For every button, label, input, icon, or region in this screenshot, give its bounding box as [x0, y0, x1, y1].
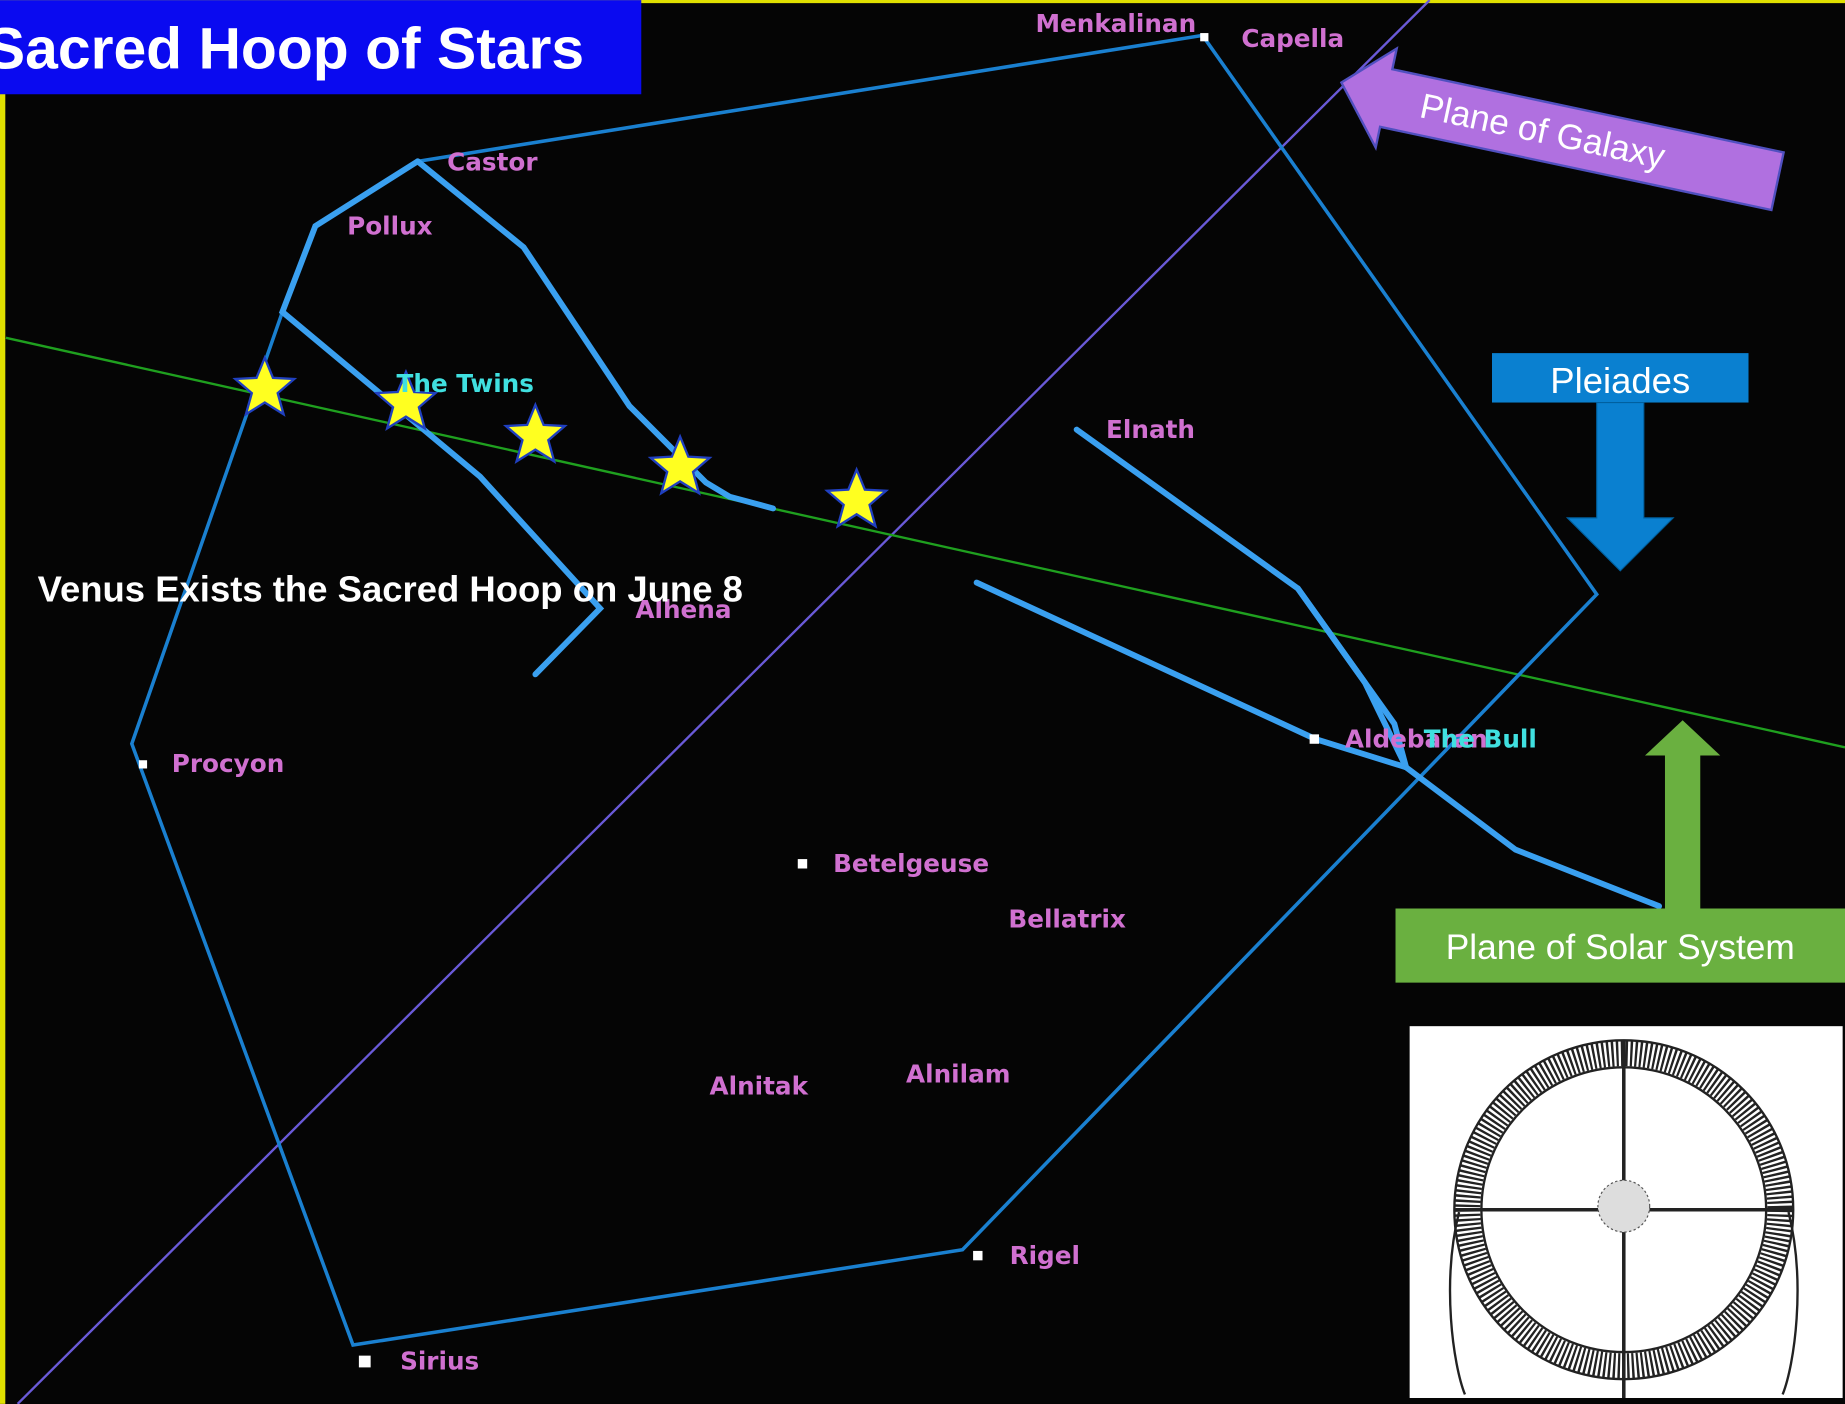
star-label: Procyon — [172, 749, 285, 778]
hoop-illustration — [1410, 1026, 1843, 1398]
constellation-label: The Bull — [1424, 724, 1537, 753]
star-label: Betelgeuse — [833, 849, 989, 878]
star-label: Elnath — [1106, 415, 1195, 444]
title: Sacred Hoop of Stars — [0, 16, 584, 81]
sky-map: Menkalinan Capella Castor Pollux Elnath … — [0, 0, 1845, 1404]
annotation: Plane of Solar System — [1446, 928, 1795, 967]
star-label: Alnilam — [906, 1060, 1010, 1089]
star-label: Castor — [447, 148, 538, 177]
page: Menkalinan Capella Castor Pollux Elnath … — [0, 0, 1845, 1404]
star-label: Alnitak — [710, 1071, 809, 1100]
star-label: Capella — [1241, 24, 1344, 53]
star-label: Sirius — [400, 1347, 479, 1376]
star-label: Pollux — [347, 211, 433, 240]
star-label: Menkalinan — [1035, 9, 1196, 38]
annotation: Venus Exists the Sacred Hoop on June 8 — [38, 568, 743, 609]
annotation: Pleiades — [1550, 360, 1690, 401]
constellation-label: The Twins — [397, 369, 534, 398]
star-label: Rigel — [1010, 1241, 1080, 1270]
star-label: Bellatrix — [1008, 904, 1126, 933]
